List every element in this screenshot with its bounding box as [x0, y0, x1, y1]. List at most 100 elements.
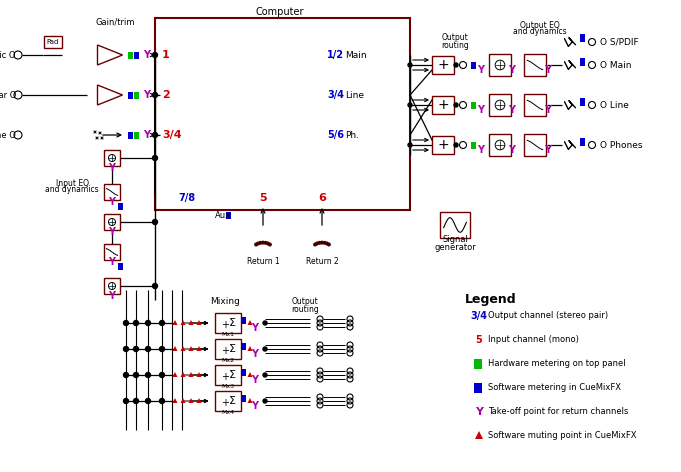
Text: Y: Y	[108, 197, 116, 207]
Text: 6: 6	[318, 193, 326, 203]
Text: 5: 5	[259, 193, 267, 203]
Circle shape	[328, 243, 330, 246]
Circle shape	[263, 399, 267, 403]
Bar	[240, 343, 245, 349]
Bar	[127, 132, 133, 138]
Circle shape	[159, 398, 165, 404]
Circle shape	[146, 346, 151, 352]
Circle shape	[314, 243, 317, 246]
Text: routing: routing	[291, 304, 319, 313]
Text: Y: Y	[477, 145, 484, 155]
Circle shape	[123, 372, 129, 378]
Text: Pad: Pad	[47, 39, 59, 45]
Text: Legend: Legend	[465, 294, 517, 306]
Polygon shape	[247, 346, 253, 351]
Circle shape	[318, 242, 321, 244]
Bar	[440, 212, 470, 238]
Circle shape	[316, 242, 318, 245]
Polygon shape	[180, 372, 185, 377]
Text: Y: Y	[108, 291, 116, 301]
Polygon shape	[197, 372, 202, 377]
Circle shape	[146, 398, 151, 404]
Text: Y: Y	[144, 50, 151, 60]
Circle shape	[123, 320, 129, 326]
Circle shape	[153, 219, 157, 225]
Circle shape	[326, 242, 328, 245]
Text: generator: generator	[434, 244, 476, 253]
Bar	[44, 36, 62, 48]
Bar	[104, 214, 120, 230]
Text: Y: Y	[477, 105, 484, 115]
Text: Output EQ: Output EQ	[520, 20, 560, 29]
Circle shape	[146, 320, 151, 326]
Text: +: +	[437, 138, 449, 152]
Polygon shape	[247, 320, 253, 325]
Bar	[524, 134, 546, 156]
Text: Y: Y	[108, 227, 116, 237]
Bar	[133, 132, 138, 138]
Circle shape	[268, 243, 271, 246]
Bar	[104, 150, 120, 166]
Text: Output: Output	[441, 34, 469, 42]
Polygon shape	[172, 372, 178, 377]
Bar	[127, 92, 133, 99]
Circle shape	[259, 242, 262, 244]
Bar	[580, 34, 584, 42]
Text: Input channel (mono): Input channel (mono)	[488, 336, 579, 345]
Bar	[118, 262, 123, 270]
Bar	[240, 369, 245, 376]
Text: Signal: Signal	[442, 236, 468, 244]
Text: Return 1: Return 1	[247, 258, 279, 267]
Bar	[155, 18, 410, 210]
Circle shape	[146, 372, 151, 378]
Bar	[240, 395, 245, 402]
Text: 1/2: 1/2	[327, 50, 344, 60]
Text: +: +	[221, 346, 229, 356]
Circle shape	[123, 346, 129, 352]
Text: +: +	[221, 320, 229, 330]
Text: Ph.: Ph.	[345, 130, 359, 140]
Text: Y: Y	[251, 375, 259, 385]
Circle shape	[159, 346, 165, 352]
Bar	[104, 184, 120, 200]
Polygon shape	[172, 320, 178, 325]
Circle shape	[267, 242, 269, 245]
Polygon shape	[189, 320, 193, 325]
Text: 5: 5	[475, 335, 482, 345]
Circle shape	[262, 241, 264, 244]
Text: Gain/trim: Gain/trim	[95, 17, 135, 26]
Text: +: +	[437, 98, 449, 112]
Circle shape	[133, 372, 138, 378]
Bar	[474, 359, 482, 369]
Bar	[489, 94, 511, 116]
Circle shape	[321, 241, 323, 244]
Text: O Line: O Line	[600, 101, 629, 110]
Bar	[225, 211, 230, 219]
Text: Y: Y	[545, 105, 552, 115]
Circle shape	[133, 320, 138, 326]
Text: O Main: O Main	[600, 60, 631, 69]
Text: Y: Y	[545, 145, 552, 155]
Bar	[432, 56, 454, 74]
Bar	[215, 391, 241, 411]
Text: Y: Y	[108, 163, 116, 173]
Text: Computer: Computer	[256, 7, 304, 17]
Circle shape	[159, 372, 165, 378]
Bar	[133, 92, 138, 99]
Text: Take-off point for return channels: Take-off point for return channels	[488, 407, 629, 416]
Text: O S/PDIF: O S/PDIF	[600, 37, 639, 47]
Bar	[104, 278, 120, 294]
Circle shape	[454, 143, 458, 147]
Text: Return 2: Return 2	[306, 258, 338, 267]
Bar	[215, 365, 241, 385]
Bar	[580, 58, 584, 66]
Text: Σ: Σ	[229, 396, 236, 406]
Bar	[432, 136, 454, 154]
Bar	[240, 317, 245, 323]
Circle shape	[454, 63, 458, 67]
Bar	[524, 94, 546, 116]
Bar	[580, 98, 584, 106]
Circle shape	[153, 133, 157, 137]
Text: Mixing: Mixing	[210, 297, 240, 306]
Text: Line O: Line O	[0, 130, 16, 140]
